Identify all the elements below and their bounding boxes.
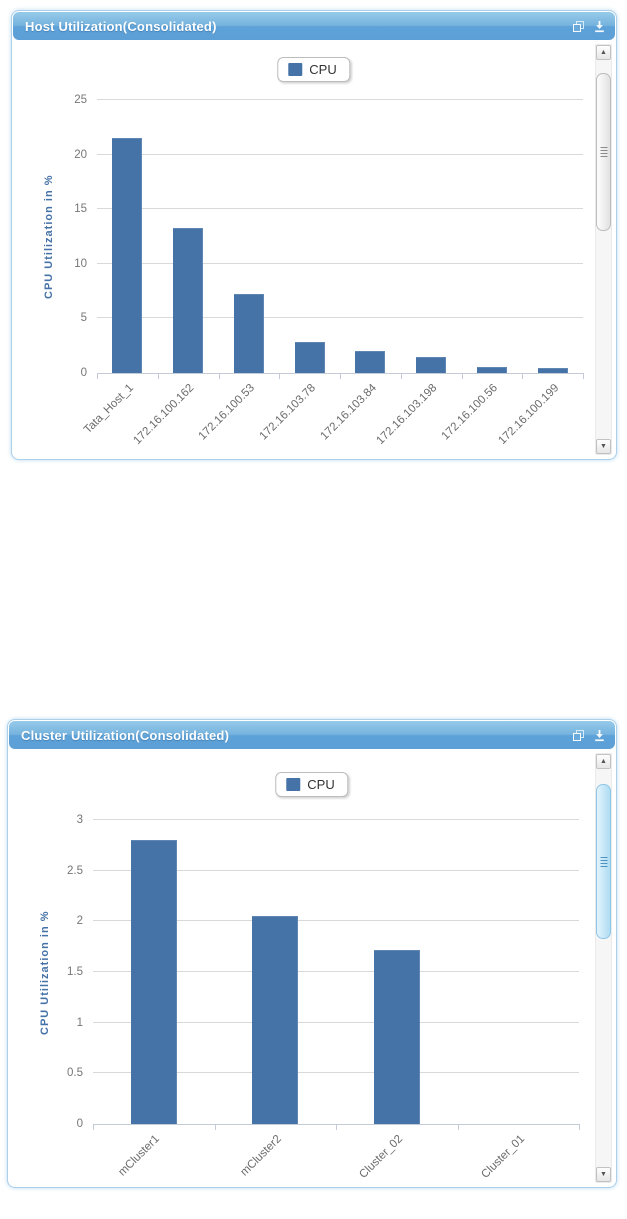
gridline <box>93 920 579 922</box>
y-tick-label: 1 <box>76 1016 83 1029</box>
x-axis-label: 172.16.100.162 <box>131 382 197 448</box>
gridline <box>93 869 579 871</box>
x-axis-label: 172.16.100.53 <box>196 382 258 443</box>
legend-label: CPU <box>309 62 337 77</box>
gridline <box>97 208 583 210</box>
panel-header: Cluster Utilization(Consolidated) <box>9 721 615 749</box>
legend[interactable]: CPU <box>277 57 351 82</box>
legend-label: CPU <box>307 777 335 792</box>
x-tick-mark <box>461 373 463 379</box>
y-tick-label: 15 <box>74 203 87 216</box>
bar-172.16.100.56 <box>476 367 507 373</box>
y-tick-label: 0.5 <box>67 1067 83 1080</box>
x-tick-mark <box>218 373 220 379</box>
y-tick-label: 20 <box>74 148 87 161</box>
scroll-down-button[interactable]: ▼ <box>596 1167 611 1182</box>
vertical-scrollbar[interactable]: ▲ ▼ <box>595 44 612 455</box>
x-axis-label: Tata_Host_1 <box>81 382 136 437</box>
bar-Cluster_02 <box>373 949 420 1124</box>
x-tick-mark <box>214 1124 216 1130</box>
y-tick-label: 1.5 <box>67 966 83 978</box>
y-axis-ticks: 0 0.5 1 1.5 2 2.5 3 <box>33 814 83 1130</box>
header-icons <box>572 729 605 742</box>
gridline <box>97 317 583 319</box>
scroll-up-button[interactable]: ▲ <box>596 754 611 769</box>
x-axis-label: 172.16.100.199 <box>496 382 562 448</box>
download-icon[interactable] <box>594 20 605 33</box>
x-tick-mark <box>336 1124 337 1130</box>
x-tick-mark <box>97 373 98 379</box>
legend[interactable]: CPU <box>275 772 349 797</box>
scrollbar-thumb[interactable] <box>596 784 611 939</box>
y-tick-label: 3 <box>76 814 83 826</box>
x-tick-mark <box>583 373 584 379</box>
x-axis-label: Cluster_01 <box>478 1133 527 1181</box>
cluster-utilization-panel: Cluster Utilization(Consolidated) CPU CP… <box>7 719 617 1188</box>
bar-mCluster1 <box>130 840 177 1124</box>
bar-172.16.100.162 <box>173 227 204 373</box>
header-icons <box>572 20 605 33</box>
bar-172.16.100.53 <box>233 294 264 373</box>
bar-Tata_Host_1 <box>112 138 143 373</box>
y-tick-label: 2 <box>76 915 83 928</box>
x-axis-labels: mCluster1 mCluster2 Cluster_02 Cluster_01 <box>93 1124 579 1219</box>
panel-title: Host Utilization(Consolidated) <box>25 18 217 34</box>
y-tick-label: 5 <box>80 312 87 325</box>
y-tick-label: 10 <box>74 257 87 270</box>
y-tick-label: 2.5 <box>67 864 83 877</box>
scroll-down-button[interactable]: ▼ <box>596 439 611 454</box>
x-tick-mark <box>340 373 341 379</box>
x-tick-mark <box>93 1124 94 1130</box>
x-axis-labels: Tata_Host_1 172.16.100.162 172.16.100.53 17… <box>82 373 583 468</box>
x-tick-mark <box>400 373 402 379</box>
x-axis-label: mCluster1 <box>116 1133 163 1179</box>
scrollbar-grip <box>600 147 607 157</box>
panel-title: Cluster Utilization(Consolidated) <box>21 727 230 743</box>
gridline <box>93 819 579 820</box>
gridline <box>97 262 583 264</box>
x-tick-mark <box>522 373 524 379</box>
popup-icon[interactable] <box>572 729 585 742</box>
gridline <box>93 1072 579 1074</box>
bar-172.16.103.84 <box>355 351 386 373</box>
y-tick-label: 0 <box>76 1118 83 1130</box>
download-icon[interactable] <box>594 729 605 742</box>
scrollbar-thumb[interactable] <box>596 73 611 231</box>
gridline <box>97 153 583 155</box>
x-axis-label: 172.16.103.78 <box>257 382 319 443</box>
x-tick-mark <box>279 373 281 379</box>
bar-172.16.103.198 <box>416 356 447 373</box>
plot-area: 0 5 10 15 20 25 Tata_Host_1 172.16.100.162 172.… <box>74 94 584 447</box>
x-tick-mark <box>579 1124 580 1130</box>
bar-172.16.100.199 <box>537 368 568 373</box>
chart-body: CPU CPU Utilization in % 0 0.5 1 1.5 2 2.5 3 m… <box>9 750 615 1186</box>
x-axis-label: 172.16.100.56 <box>439 382 501 443</box>
plot-area: 0 0.5 1 1.5 2 2.5 3 mCluster1 mCluster2 Cluster_… <box>67 814 580 1181</box>
scrollbar-grip <box>600 856 607 867</box>
gridline <box>93 971 579 972</box>
x-tick-mark <box>457 1124 459 1130</box>
bar-mCluster2 <box>252 916 299 1124</box>
gridline <box>93 1021 579 1023</box>
gridline <box>97 99 583 100</box>
vertical-scrollbar[interactable]: ▲ ▼ <box>595 753 612 1183</box>
bar-172.16.103.78 <box>294 342 325 373</box>
host-utilization-panel: Host Utilization(Consolidated) CPU CPU U… <box>11 10 617 460</box>
chart-body: CPU CPU Utilization in % 0 5 10 15 20 25 Tata… <box>13 41 615 458</box>
x-axis-label: mCluster2 <box>238 1133 284 1179</box>
legend-swatch <box>286 778 301 791</box>
y-axis-ticks: 0 5 10 15 20 25 <box>37 94 87 379</box>
panel-header: Host Utilization(Consolidated) <box>13 12 615 40</box>
popup-icon[interactable] <box>572 20 585 33</box>
scroll-up-button[interactable]: ▲ <box>596 45 611 60</box>
x-axis-label: 172.16.103.84 <box>318 382 379 443</box>
y-tick-label: 25 <box>74 94 87 106</box>
y-tick-label: 0 <box>80 367 87 379</box>
x-axis-label: 172.16.103.198 <box>374 382 440 448</box>
x-axis-label: Cluster_02 <box>357 1133 406 1181</box>
x-tick-mark <box>157 373 159 379</box>
legend-swatch <box>288 63 303 76</box>
